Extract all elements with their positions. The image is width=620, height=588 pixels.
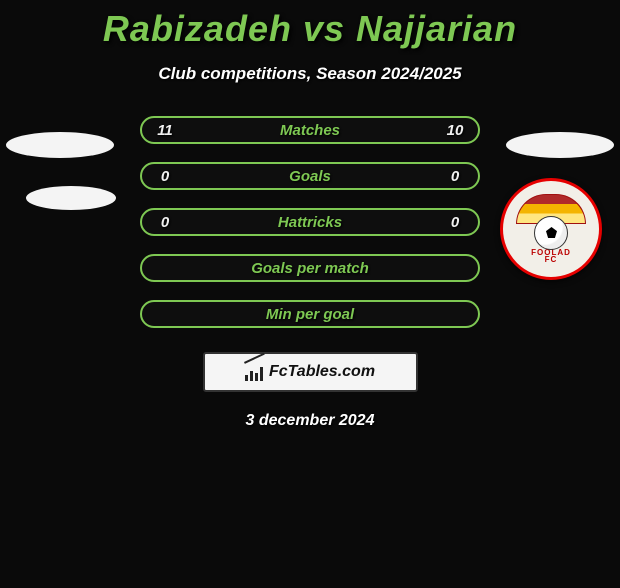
bar-chart-icon [245, 363, 263, 381]
decor-ellipse-left-2 [26, 186, 116, 210]
stat-label: Goals per match [251, 260, 369, 277]
table-row: Min per goal [140, 300, 480, 328]
page-date: 3 december 2024 [0, 412, 620, 430]
crest-ball-icon [534, 216, 568, 250]
stat-right: 0 [444, 214, 466, 231]
decor-ellipse-left-1 [6, 132, 114, 158]
crest-text-bottom: FC [545, 255, 558, 264]
stat-right: 10 [444, 122, 466, 139]
stat-label: Hattricks [278, 214, 342, 231]
page-title: Rabizadeh vs Najjarian [0, 8, 620, 50]
stat-left: 0 [154, 168, 176, 185]
stat-left: 11 [154, 122, 176, 139]
brand-badge[interactable]: FcTables.com [203, 352, 418, 392]
page-subtitle: Club competitions, Season 2024/2025 [0, 64, 620, 84]
table-row: 0 Goals 0 [140, 162, 480, 190]
decor-ellipse-right-1 [506, 132, 614, 158]
table-row: 0 Hattricks 0 [140, 208, 480, 236]
stat-label: Matches [280, 122, 340, 139]
brand-label: FcTables.com [269, 363, 375, 381]
table-row: 11 Matches 10 [140, 116, 480, 144]
stat-left: 0 [154, 214, 176, 231]
stat-label: Min per goal [266, 306, 354, 323]
stat-right: 0 [444, 168, 466, 185]
club-crest: FOOLAD FC [500, 178, 602, 280]
table-row: Goals per match [140, 254, 480, 282]
stat-label: Goals [289, 168, 331, 185]
